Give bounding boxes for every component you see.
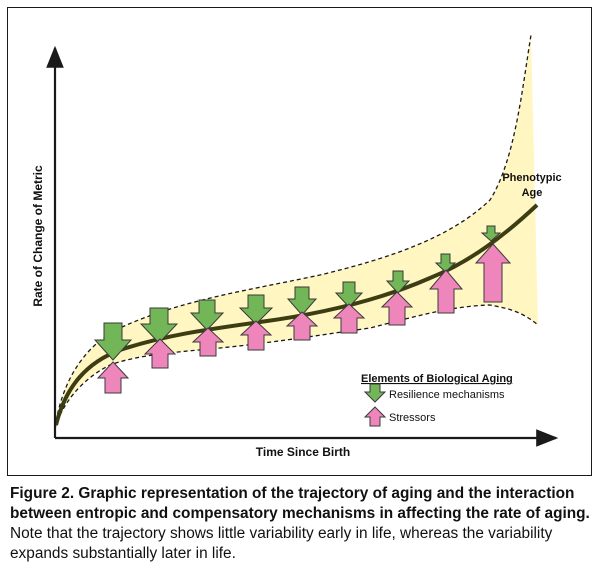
resilience-arrow-8 bbox=[434, 253, 457, 273]
caption-bold: Figure 2. Graphic representation of the … bbox=[10, 485, 590, 522]
legend-resilience-label: Resilience mechanisms bbox=[389, 389, 505, 401]
resilience-arrow-5 bbox=[286, 286, 318, 316]
down-arrow-icon bbox=[363, 383, 387, 403]
aging-trajectory-diagram: Rate of Change of Metric Time Since Birt… bbox=[31, 34, 562, 459]
resilience-arrow-4 bbox=[238, 294, 274, 325]
stressor-arrow-6 bbox=[332, 303, 366, 334]
stressor-arrow-7 bbox=[380, 291, 414, 326]
legend-stressors-label: Stressors bbox=[389, 412, 436, 424]
variability-band bbox=[55, 35, 538, 428]
stressor-arrow-9 bbox=[474, 243, 512, 303]
stressor-arrow-8 bbox=[428, 269, 464, 314]
resilience-arrow-3 bbox=[189, 299, 225, 331]
resilience-arrow-2 bbox=[139, 307, 179, 344]
resilience-arrow-9 bbox=[480, 225, 502, 242]
curve-label-line1: Phenotypic bbox=[502, 172, 561, 184]
resilience-arrow-7 bbox=[385, 270, 411, 294]
lower-variability-line bbox=[54, 304, 539, 429]
caption-text: Note that the trajectory shows little va… bbox=[10, 525, 553, 562]
legend: Elements of Biological Aging Resilience … bbox=[361, 373, 513, 427]
curve-label-line2: Age bbox=[522, 187, 543, 199]
stressor-arrow-3 bbox=[191, 327, 225, 357]
legend-title: Elements of Biological Aging bbox=[361, 373, 513, 385]
stressor-arrow-4 bbox=[239, 320, 273, 351]
resilience-arrow-6 bbox=[334, 281, 364, 308]
resilience-arrows bbox=[93, 225, 502, 361]
stressor-arrows bbox=[96, 243, 512, 394]
stressor-arrow-2 bbox=[143, 338, 177, 369]
resilience-arrow-1 bbox=[93, 322, 133, 361]
up-arrow-icon bbox=[363, 406, 387, 427]
y-axis-label: Rate of Change of Metric bbox=[31, 165, 45, 307]
figure-caption: Figure 2. Graphic representation of the … bbox=[10, 484, 590, 564]
figure-frame bbox=[7, 7, 592, 476]
x-axis-label: Time Since Birth bbox=[256, 445, 350, 459]
phenotypic-age-curve bbox=[54, 203, 539, 426]
stressor-arrow-5 bbox=[285, 311, 319, 341]
stressor-arrow-1 bbox=[96, 361, 130, 394]
